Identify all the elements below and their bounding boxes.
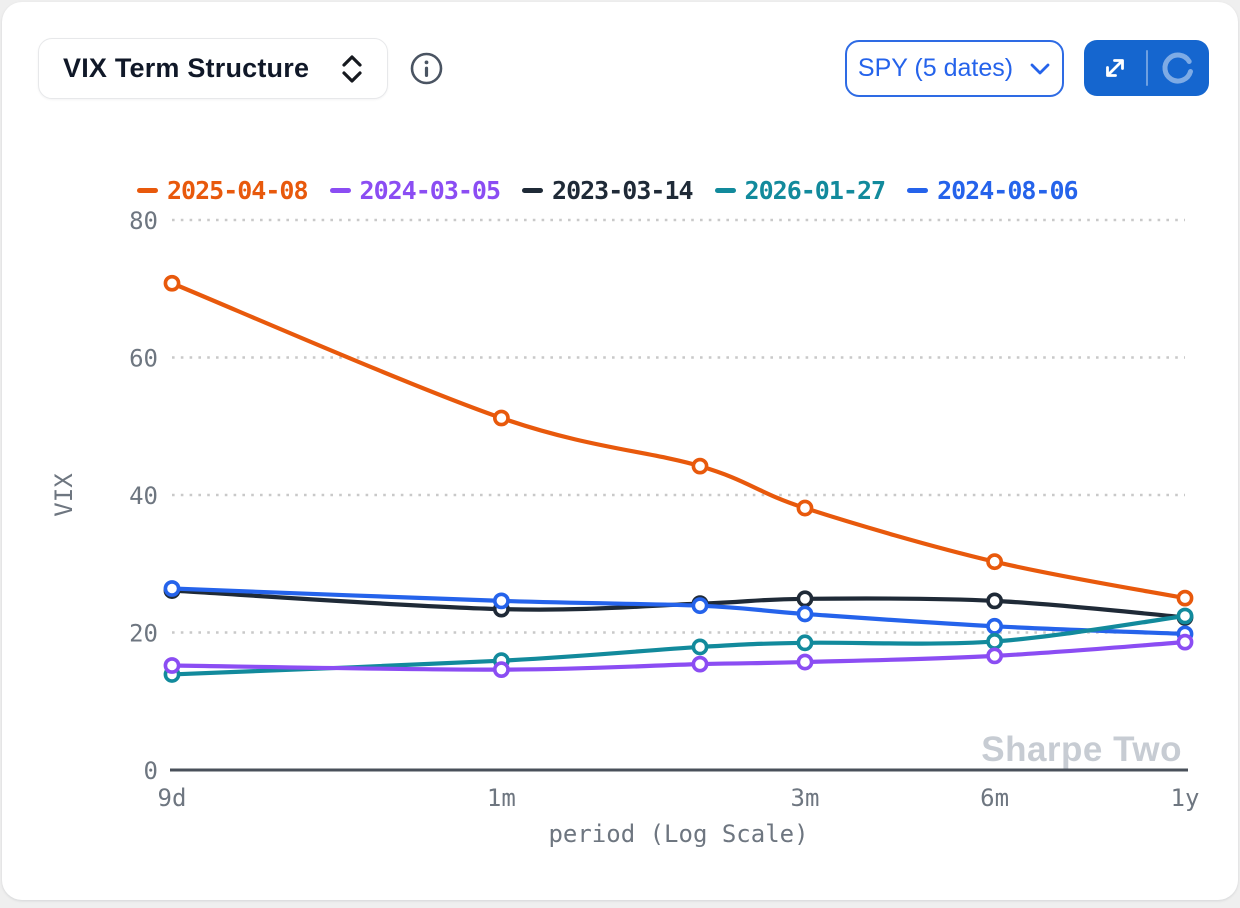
x-tick-label: 6m (980, 784, 1009, 812)
data-point-2025-04-08-9d[interactable] (163, 274, 181, 292)
data-point-2024-08-06-1m[interactable] (492, 592, 510, 610)
y-tick-label: 40 (129, 482, 158, 510)
x-tick-label: 1m (487, 784, 516, 812)
chevron-down-icon (1029, 62, 1051, 76)
series-line-2024-08-06 (169, 586, 1188, 636)
data-point-2024-08-06-2m[interactable] (691, 597, 709, 615)
legend-label: 2025-04-08 (167, 176, 309, 205)
data-point-2024-08-06-6m[interactable] (986, 617, 1004, 635)
data-point-2023-03-14-3m[interactable] (796, 590, 814, 608)
data-point-2025-04-08-3m[interactable] (796, 499, 814, 517)
data-point-2024-08-06-9d[interactable] (163, 580, 181, 597)
series-line-2026-01-27 (169, 613, 1188, 677)
legend-item-2025-04-08[interactable]: 2025-04-08 (137, 176, 309, 205)
data-point-2023-03-14-6m[interactable] (986, 592, 1004, 610)
chart-actions-panel (1084, 40, 1209, 96)
y-tick-label: 60 (129, 345, 158, 373)
legend-swatch (329, 188, 351, 193)
data-point-2024-03-05-1m[interactable] (492, 661, 510, 679)
select-up-down-icon (339, 52, 365, 86)
series-line-2024-03-05 (169, 640, 1188, 672)
spinner-icon (1159, 49, 1197, 87)
data-point-2025-04-08-1y[interactable] (1176, 589, 1194, 607)
y-tick-label: 0 (144, 757, 158, 785)
expand-icon (1100, 53, 1130, 83)
y-tick-label: 80 (129, 207, 158, 235)
chart-legend: 2025-04-08 2024-03-05 2023-03-14 2026-01-27… (137, 176, 1079, 205)
x-tick-label: 9d (158, 784, 187, 812)
legend-swatch (907, 188, 929, 193)
legend-label: 2024-03-05 (359, 176, 502, 205)
series-line-2023-03-14 (169, 588, 1188, 620)
refresh-button[interactable] (1156, 40, 1200, 96)
data-point-2025-04-08-2m[interactable] (691, 457, 709, 475)
data-point-2024-03-05-1y[interactable] (1176, 633, 1194, 651)
data-point-2024-03-05-3m[interactable] (796, 653, 814, 671)
actions-divider (1145, 50, 1148, 86)
data-point-2025-04-08-6m[interactable] (986, 553, 1004, 571)
data-point-2024-08-06-3m[interactable] (796, 605, 814, 623)
legend-swatch (137, 188, 158, 193)
legend-label: 2024-08-06 (937, 176, 1079, 205)
data-point-2025-04-08-1m[interactable] (492, 409, 510, 427)
legend-item-2026-01-27[interactable]: 2026-01-27 (714, 176, 887, 205)
x-axis-title: period (Log Scale) (548, 820, 808, 848)
legend-label: 2023-03-14 (552, 176, 694, 205)
series-line-2025-04-08 (169, 281, 1188, 601)
data-point-2026-01-27-2m[interactable] (691, 638, 709, 656)
data-point-2024-03-05-9d[interactable] (163, 657, 181, 674)
chart-type-select[interactable]: VIX Term Structure (38, 38, 388, 99)
data-point-2026-01-27-1y[interactable] (1176, 607, 1194, 625)
data-point-2024-03-05-2m[interactable] (691, 655, 709, 673)
x-tick-label: 3m (791, 784, 820, 812)
chart-type-label: VIX Term Structure (63, 53, 310, 83)
data-point-2026-01-27-6m[interactable] (986, 633, 1004, 650)
data-point-2026-01-27-3m[interactable] (796, 634, 814, 652)
legend-label: 2026-01-27 (744, 176, 887, 205)
info-button[interactable] (410, 52, 443, 85)
y-tick-label: 20 (129, 620, 158, 648)
legend-swatch (522, 188, 544, 193)
legend-item-2024-03-05[interactable]: 2024-03-05 (329, 176, 502, 205)
expand-button[interactable] (1093, 40, 1137, 96)
info-icon (410, 52, 443, 85)
watermark: Sharpe Two (981, 730, 1182, 769)
y-axis-title: VIX (50, 473, 78, 517)
legend-item-2023-03-14[interactable]: 2023-03-14 (522, 176, 694, 205)
legend-item-2024-08-06[interactable]: 2024-08-06 (907, 176, 1079, 205)
symbol-dates-select[interactable]: SPY (5 dates) (845, 40, 1064, 97)
legend-swatch (714, 188, 736, 193)
x-tick-label: 1y (1171, 784, 1200, 812)
data-point-2024-03-05-6m[interactable] (986, 647, 1004, 665)
symbol-dates-label: SPY (5 dates) (857, 54, 1014, 82)
